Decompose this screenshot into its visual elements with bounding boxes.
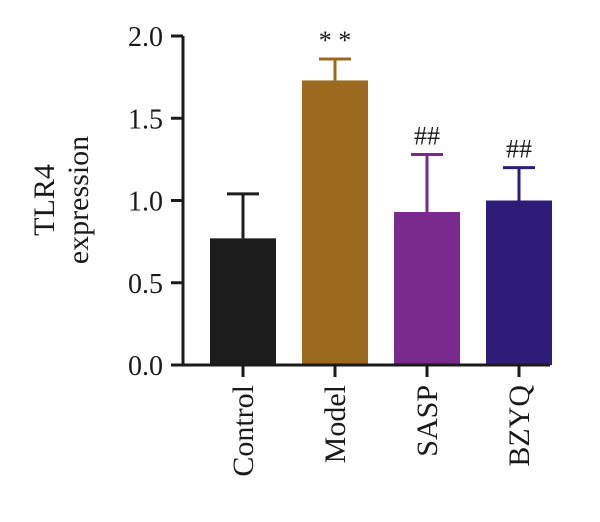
significance-label-model: * * — [319, 26, 352, 55]
x-axis: Control Model SASP BZYQ — [183, 363, 550, 477]
x-tick-label-model: Model — [319, 385, 352, 463]
y-axis-label-line1: TLR4 — [28, 164, 61, 236]
y-axis: 0.0 0.5 1.0 1.5 2.0 — [128, 22, 185, 382]
y-tick-label: 2.0 — [128, 22, 163, 53]
bar-model — [302, 80, 368, 365]
bars: * * ## ## — [210, 26, 552, 365]
y-tick-label: 0.0 — [128, 351, 163, 382]
bar-control — [210, 238, 276, 365]
x-tick-label-sasp: SASP — [411, 385, 444, 457]
bar-bzyq — [486, 200, 552, 365]
y-tick-label: 0.5 — [128, 269, 163, 300]
x-tick-label-bzyq: BZYQ — [503, 385, 536, 467]
bar-sasp — [394, 212, 460, 365]
x-tick-label-control: Control — [227, 385, 260, 477]
significance-label-sasp: ## — [414, 121, 440, 150]
y-tick-label: 1.5 — [128, 104, 163, 135]
significance-label-bzyq: ## — [506, 135, 532, 164]
y-tick-label: 1.0 — [128, 187, 163, 218]
y-axis-label-line2: expression — [62, 136, 95, 264]
